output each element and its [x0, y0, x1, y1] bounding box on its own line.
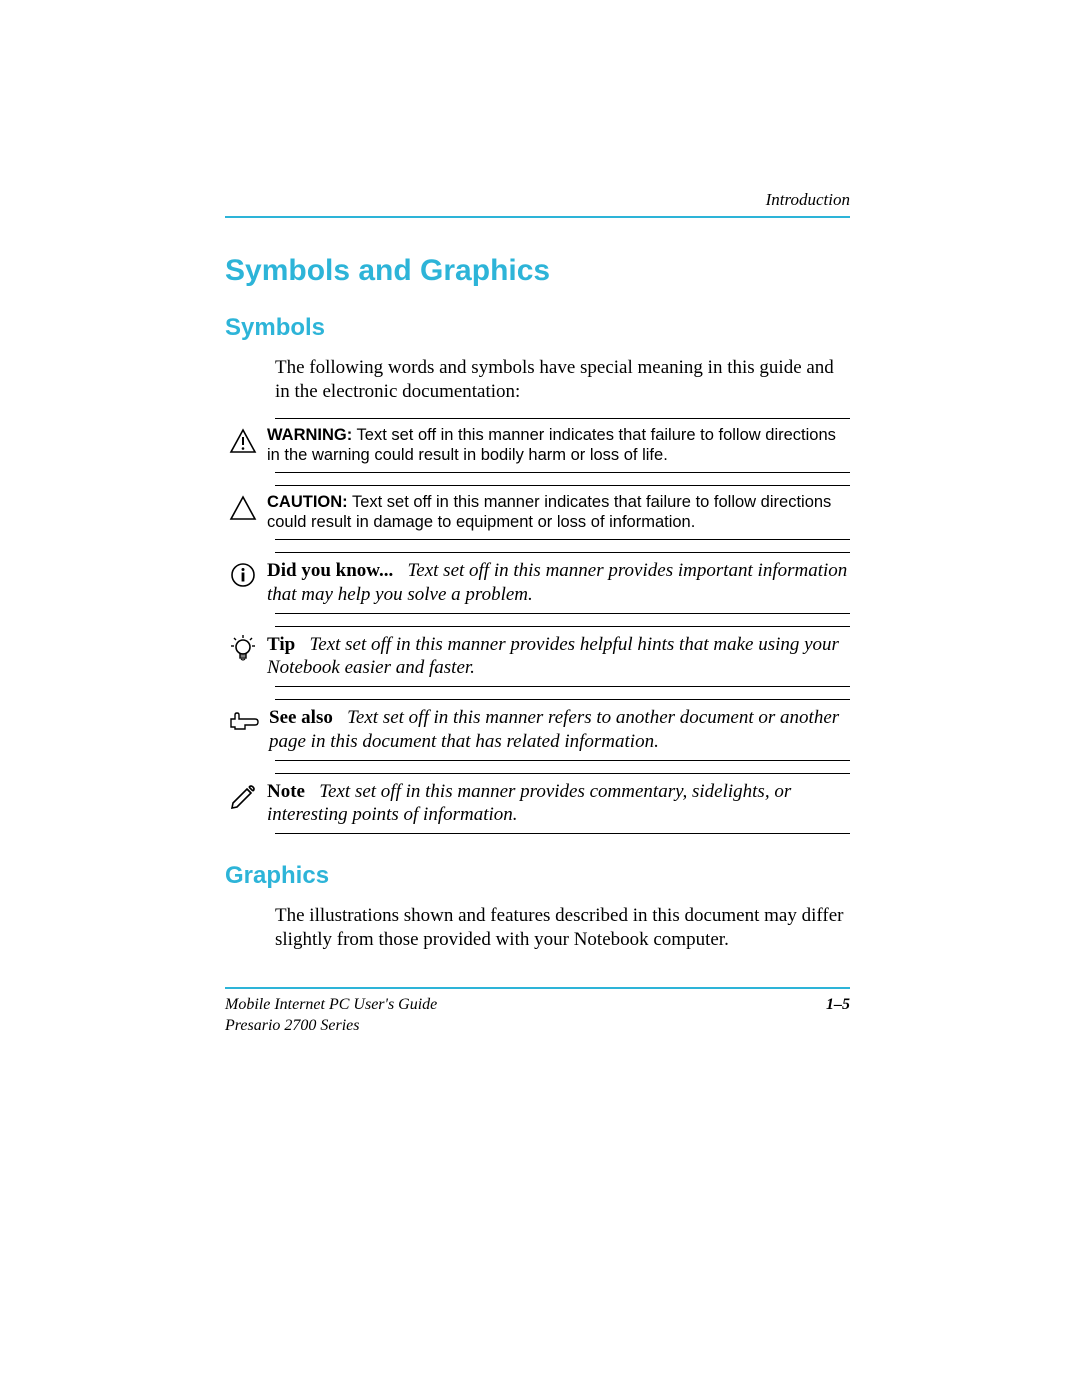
tip-label: Tip	[267, 634, 295, 655]
callout-warning: WARNING: Text set off in this manner ind…	[275, 418, 850, 473]
section-heading-symbols: Symbols	[225, 314, 850, 342]
warning-exclaim-icon	[229, 427, 257, 455]
footer-rule	[225, 987, 850, 989]
callout-didyouknow: Did you know... Text set off in this man…	[275, 552, 850, 614]
callout-tip: Tip Text set off in this manner provides…	[275, 626, 850, 688]
warning-text: Text set off in this manner indicates th…	[267, 426, 836, 465]
symbols-intro: The following words and symbols have spe…	[275, 356, 850, 404]
pointing-hand-icon	[229, 708, 259, 736]
seealso-label: See also	[269, 707, 333, 728]
page-title: Symbols and Graphics	[225, 254, 850, 288]
note-text: Text set off in this manner provides com…	[267, 781, 791, 826]
footer-guide-title: Mobile Internet PC User's Guide	[225, 995, 437, 1016]
footer-series: Presario 2700 Series	[225, 1016, 437, 1037]
tip-text: Text set off in this manner provides hel…	[267, 634, 839, 679]
callout-note: Note Text set off in this manner provide…	[275, 773, 850, 835]
caution-label: CAUTION:	[267, 493, 348, 511]
callout-caution: CAUTION: Text set off in this manner ind…	[275, 485, 850, 540]
lightbulb-icon	[229, 635, 257, 663]
page-footer: Mobile Internet PC User's Guide Presario…	[225, 987, 850, 1037]
warning-label: WARNING:	[267, 426, 352, 444]
caution-triangle-icon	[229, 494, 257, 522]
running-header: Introduction	[225, 190, 850, 210]
note-label: Note	[267, 781, 305, 802]
didyouknow-label: Did you know...	[267, 560, 393, 581]
info-circle-icon	[229, 561, 257, 589]
graphics-body: The illustrations shown and features des…	[275, 904, 850, 952]
caution-text: Text set off in this manner indicates th…	[267, 493, 831, 532]
pencil-note-icon	[229, 782, 257, 810]
seealso-text: Text set off in this manner refers to an…	[269, 707, 839, 752]
section-heading-graphics: Graphics	[225, 862, 850, 890]
page-number: 1–5	[826, 995, 850, 1037]
header-rule	[225, 216, 850, 218]
callout-seealso: See also Text set off in this manner ref…	[275, 699, 850, 761]
